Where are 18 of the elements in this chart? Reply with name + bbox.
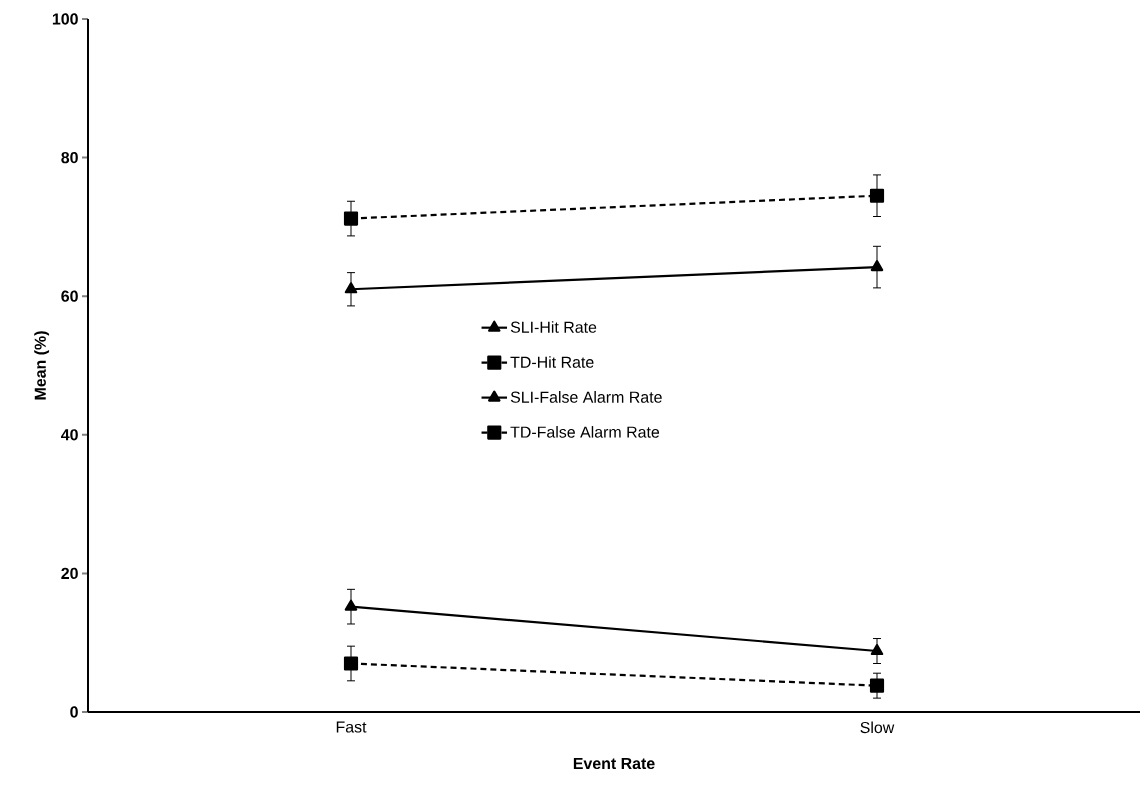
y-axis-title: Mean (%) (34, 331, 50, 400)
point (869, 188, 885, 203)
point (343, 656, 359, 671)
y-tick-label: 100 (52, 13, 78, 25)
point (343, 211, 359, 226)
y-tick-label: 60 (61, 290, 78, 302)
y-tick-label: 40 (61, 429, 78, 441)
legend-label: TD-Hit Rate (510, 356, 594, 368)
y-tick-label: 20 (61, 567, 78, 580)
y-tick-label: 80 (61, 151, 78, 164)
legend-label: TD-False Alarm Rate (510, 426, 660, 438)
x-tick-label: Slow (860, 721, 895, 734)
x-tick-label: Fast (336, 721, 367, 733)
legend-label: SLI-Hit Rate (510, 321, 597, 333)
y-tick-label: 0 (70, 706, 78, 718)
point (869, 678, 885, 693)
x-axis-title: Event Rate (573, 757, 655, 770)
legend-label: SLI-False Alarm Rate (510, 391, 662, 403)
